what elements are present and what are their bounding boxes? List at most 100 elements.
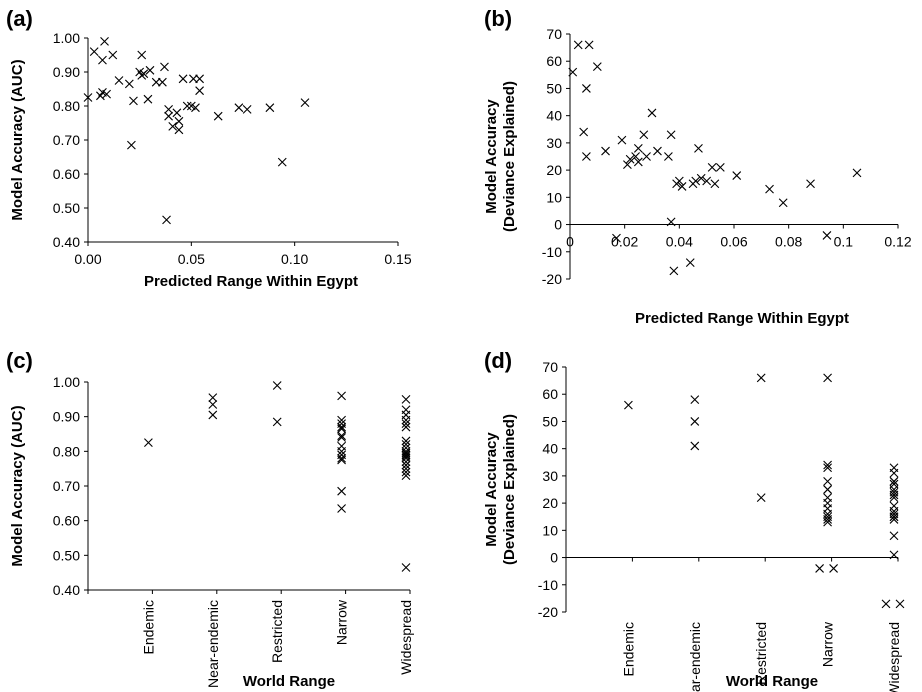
data-point-shape [272, 381, 282, 390]
data-point [696, 173, 706, 183]
data-point [401, 467, 411, 477]
data-point-shape [889, 476, 899, 486]
data-point-shape [823, 517, 832, 527]
data-point-shape [691, 176, 701, 186]
y-tick-label: 0 [550, 550, 558, 566]
x-axis-title: Predicted Range Within Egypt [144, 273, 358, 290]
x-tick-label: 0.15 [384, 251, 411, 267]
data-point [158, 77, 167, 87]
data-point-shape [401, 440, 411, 449]
data-point-shape [647, 108, 657, 118]
data-point [164, 105, 173, 114]
data-point-shape [582, 152, 591, 161]
data-point [617, 135, 627, 145]
data-point [401, 440, 411, 449]
data-point [162, 215, 171, 225]
data-point [160, 62, 169, 72]
x-category-label: Near-endemic [205, 600, 221, 688]
data-point [401, 419, 411, 428]
data-point [829, 564, 838, 573]
y-tick-label: 1.00 [53, 30, 80, 46]
data-point-shape [114, 76, 124, 85]
data-point-shape [806, 179, 815, 189]
y-axis-title-line1: Model Accuracy [483, 99, 500, 214]
data-point-shape [573, 40, 583, 50]
data-point-shape [145, 65, 155, 75]
data-point-shape [889, 550, 899, 560]
y-tick-label: 40 [542, 441, 558, 457]
x-axis-title: World Range [726, 673, 818, 690]
data-point [208, 410, 218, 420]
data-point-shape [401, 471, 411, 480]
data-point [145, 65, 155, 75]
data-point [881, 599, 891, 609]
data-point-shape [823, 515, 832, 524]
data-point [624, 400, 633, 410]
data-point [694, 143, 703, 153]
data-point-shape [694, 143, 703, 153]
data-point-shape [401, 419, 411, 428]
data-point-shape [337, 433, 346, 442]
data-point-shape [778, 198, 788, 208]
data-point-shape [162, 215, 171, 225]
y-tick-label: 0.40 [53, 234, 80, 250]
y-tick-label: -10 [542, 244, 562, 260]
data-point-shape [337, 422, 346, 432]
data-point-shape [172, 108, 182, 118]
data-point [806, 179, 815, 189]
x-category-label: Widespread [398, 600, 414, 675]
data-point [765, 184, 774, 194]
data-point [584, 40, 594, 50]
x-category-label: Restricted [753, 622, 769, 685]
data-point-shape [765, 184, 774, 194]
data-point-shape [617, 135, 627, 145]
data-point-shape [889, 515, 899, 524]
data-point [337, 504, 346, 513]
data-point [89, 47, 99, 56]
data-point [100, 37, 109, 46]
y-tick-label: 0.90 [53, 64, 80, 80]
data-point-shape [182, 101, 192, 111]
data-point [174, 125, 184, 135]
data-point [690, 417, 700, 426]
data-point [690, 395, 700, 405]
data-point-shape [625, 154, 635, 164]
data-point [114, 76, 124, 85]
data-point [677, 182, 687, 191]
data-point [401, 563, 411, 572]
data-point-shape [889, 490, 899, 500]
data-point-shape [337, 415, 346, 425]
data-point [889, 476, 899, 486]
data-point-shape [208, 410, 218, 420]
data-point [401, 436, 411, 446]
data-point-shape [401, 464, 411, 474]
data-point [272, 417, 282, 427]
data-point [337, 433, 346, 442]
data-point [653, 146, 662, 156]
data-point [685, 258, 695, 268]
data-point [127, 140, 136, 150]
x-category-label: Near-endemic [687, 622, 703, 692]
y-tick-label: 0.60 [53, 513, 80, 529]
y-tick-label: 0.50 [53, 200, 80, 216]
data-point-shape [337, 446, 346, 456]
data-point-shape [631, 152, 640, 161]
data-point-shape [696, 173, 706, 183]
data-point [337, 453, 346, 463]
data-point [401, 460, 411, 470]
data-point [164, 111, 173, 121]
data-point [401, 422, 411, 432]
data-point-shape [168, 122, 178, 131]
data-point [889, 512, 899, 522]
data-point-shape [642, 152, 651, 161]
data-point-shape [337, 431, 346, 441]
data-point-shape [164, 105, 173, 114]
data-point [337, 486, 346, 496]
data-point-shape [401, 453, 411, 463]
data-point-shape [601, 146, 610, 156]
y-tick-label: 20 [542, 495, 558, 511]
x-category-label: Restricted [269, 600, 285, 663]
data-point [401, 457, 411, 467]
y-axis-title-line2: (Deviance Explained) [501, 81, 518, 232]
